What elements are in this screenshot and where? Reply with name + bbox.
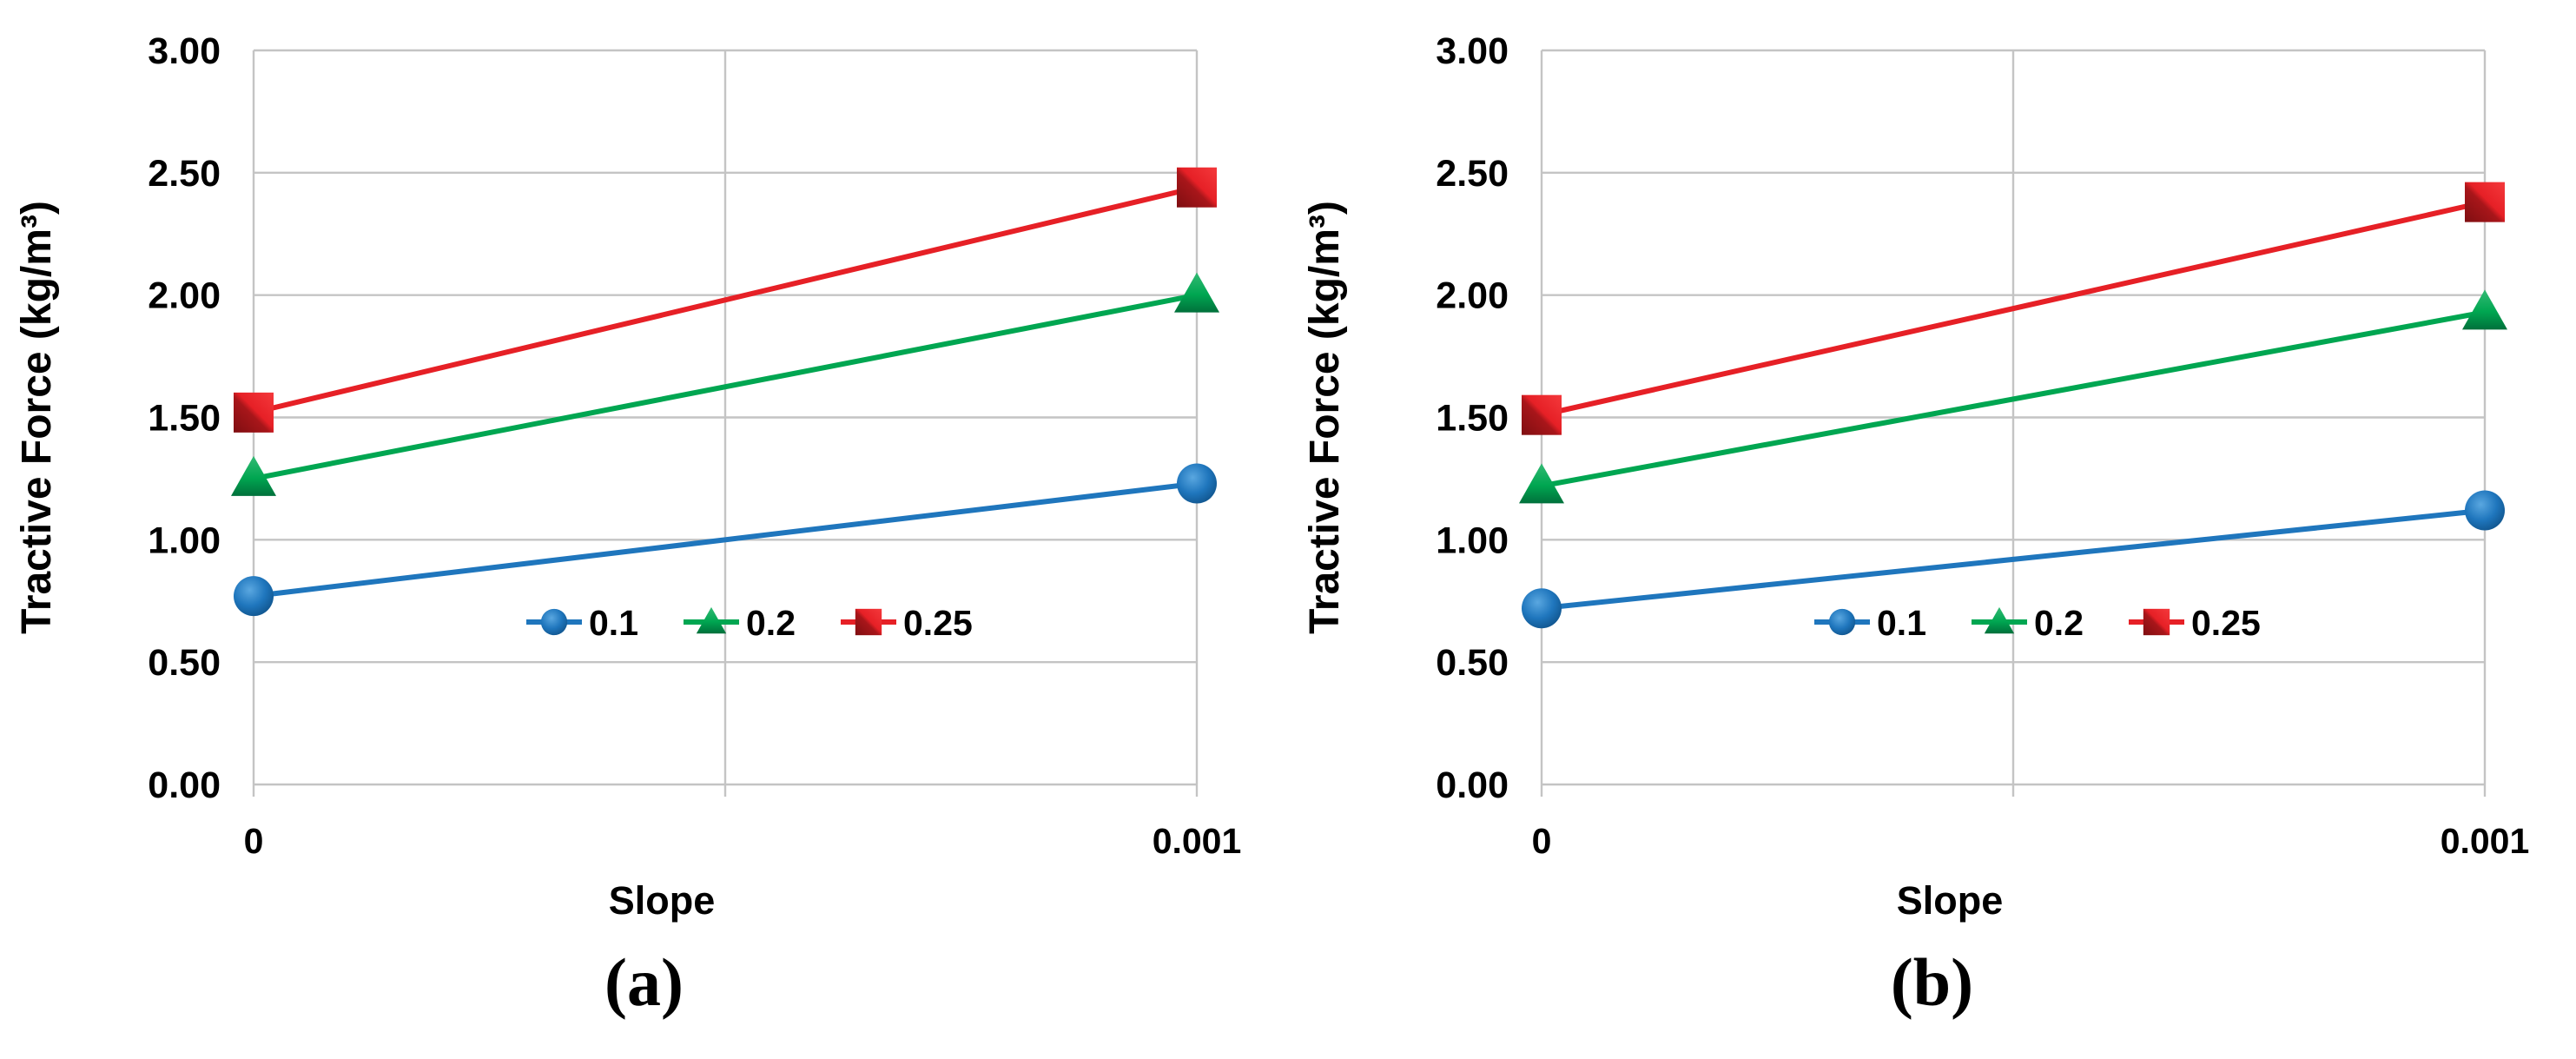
legend-label: 0.1 (589, 603, 638, 643)
series-0.1 (234, 463, 1217, 617)
series-0.1 (1522, 490, 2505, 629)
y-tick-label: 2.50 (1436, 153, 1509, 195)
series-0.25 (234, 167, 1217, 433)
legend-label: 0.2 (2034, 603, 2084, 643)
series-0.2 (1519, 289, 2507, 504)
marker-triangle-icon (1984, 606, 2015, 634)
y-tick-label: 1.00 (1436, 520, 1509, 561)
y-axis-tick-labels: 0.00 0.50 1.00 1.50 2.00 2.50 3.00 (1436, 30, 1509, 806)
legend-label: 0.25 (903, 603, 973, 643)
legend-item-0.25: 0.25 (2129, 603, 2261, 643)
x-axis-tick-labels: 0 0.001 (1532, 821, 2530, 861)
series-0.25 (1522, 182, 2505, 435)
y-axis-tick-labels: 0.00 0.50 1.00 1.50 2.00 2.50 3.00 (148, 30, 221, 806)
series-0.2 (231, 272, 1219, 496)
y-tick-label: 0.50 (1436, 642, 1509, 684)
y-tick-label: 0.50 (148, 642, 221, 684)
marker-square-icon (1522, 394, 1562, 435)
marker-square-icon (1177, 167, 1217, 208)
y-axis-title: Tractive Force (kg/m³) (1302, 201, 1348, 634)
gridlines (1540, 49, 2487, 797)
y-tick-label: 2.00 (1436, 275, 1509, 317)
y-tick-label: 1.50 (1436, 398, 1509, 440)
marker-circle-icon (2465, 490, 2505, 531)
series-line (1539, 507, 2487, 612)
marker-circle-icon (234, 576, 274, 617)
subfigure-b: 0.00 0.50 1.00 1.50 2.00 2.50 3.00 0 0.001 Tracti… (1288, 0, 2576, 1059)
subfigure-a: 0.00 0.50 1.00 1.50 2.00 2.50 3.00 0 0.001 Tracti… (14, 30, 1242, 1020)
x-axis-title: Slope (1897, 878, 2004, 923)
legend-label: 0.1 (1877, 603, 1926, 643)
marker-square-icon (855, 608, 882, 636)
marker-circle-icon (540, 608, 568, 636)
subfigure-caption-b: (b) (1890, 944, 1974, 1020)
chart-canvas-b: 0.00 0.50 1.00 1.50 2.00 2.50 3.00 0 0.001 Tracti… (1302, 30, 2530, 923)
y-tick-label: 0.00 (148, 764, 221, 806)
legend-item-0.1: 0.1 (526, 603, 638, 643)
y-tick-label: 2.00 (148, 275, 221, 317)
gridlines (252, 49, 1199, 797)
marker-circle-icon (1522, 588, 1562, 629)
x-tick-label: 0.001 (1153, 821, 1242, 861)
marker-circle-icon (1828, 608, 1856, 636)
legend: 0.1 0.2 0.25 (1814, 603, 2261, 643)
x-tick-label: 0.001 (2441, 821, 2530, 861)
legend: 0.1 0.2 0.25 (526, 603, 973, 643)
y-tick-label: 1.50 (148, 398, 221, 440)
y-tick-label: 1.00 (148, 520, 221, 561)
series-line (1539, 199, 2487, 418)
series-line (251, 480, 1199, 599)
legend-item-0.1: 0.1 (1814, 603, 1926, 643)
marker-square-icon (2465, 182, 2505, 222)
y-axis-title: Tractive Force (kg/m³) (14, 201, 60, 634)
legend-label: 0.2 (746, 603, 796, 643)
legend-item-0.2: 0.2 (684, 603, 796, 643)
subfigure-caption-a: (a) (604, 944, 684, 1020)
marker-square-icon (2143, 608, 2170, 636)
x-tick-label: 0 (244, 821, 264, 861)
x-axis-title: Slope (609, 878, 716, 923)
marker-triangle-icon (696, 606, 727, 634)
marker-triangle-icon (231, 455, 276, 496)
legend-item-0.25: 0.25 (841, 603, 973, 643)
marker-square-icon (234, 392, 274, 433)
y-tick-label: 3.00 (148, 30, 221, 72)
series-line (1539, 309, 2487, 489)
legend-label: 0.25 (2191, 603, 2261, 643)
legend-item-0.2: 0.2 (1972, 603, 2084, 643)
x-tick-label: 0 (1532, 821, 1552, 861)
x-axis-tick-labels: 0 0.001 (244, 821, 1242, 861)
series-line (251, 292, 1199, 481)
y-tick-label: 2.50 (148, 153, 221, 195)
y-tick-label: 3.00 (1436, 30, 1509, 72)
marker-triangle-icon (1519, 463, 1564, 504)
marker-triangle-icon (1174, 272, 1219, 313)
series-line (251, 184, 1199, 415)
marker-circle-icon (1177, 463, 1217, 504)
marker-triangle-icon (2462, 289, 2507, 330)
chart-canvas-a: 0.00 0.50 1.00 1.50 2.00 2.50 3.00 0 0.001 Tracti… (14, 30, 1242, 923)
y-tick-label: 0.00 (1436, 764, 1509, 806)
